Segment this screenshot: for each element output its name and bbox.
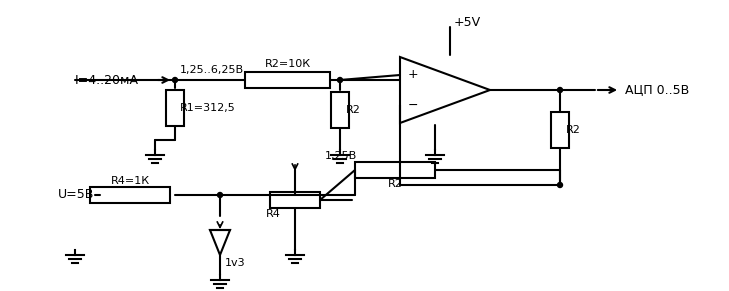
Text: R4=1К: R4=1К [110, 176, 149, 186]
Text: −: − [408, 98, 418, 111]
Bar [270, 192, 320, 208]
Text: R2: R2 [388, 179, 402, 189]
Circle shape [217, 193, 222, 198]
Text: 1,25В: 1,25В [325, 151, 357, 161]
Circle shape [558, 182, 563, 187]
Circle shape [558, 88, 563, 93]
Bar [355, 162, 435, 178]
Polygon shape [400, 57, 490, 123]
Circle shape [292, 193, 297, 198]
Text: R1=312,5: R1=312,5 [180, 103, 235, 113]
Text: 1,25..6,25В: 1,25..6,25В [180, 65, 244, 75]
Text: 1v3: 1v3 [225, 258, 246, 268]
Text: R2=10К: R2=10К [265, 59, 311, 69]
Polygon shape [210, 230, 230, 255]
Text: +5V: +5V [454, 15, 481, 29]
Text: I=4..20мА: I=4..20мА [75, 74, 139, 86]
Text: R4: R4 [265, 209, 281, 219]
Text: U=5В: U=5В [58, 189, 94, 201]
Text: R2: R2 [566, 125, 581, 135]
Bar [331, 92, 349, 128]
Text: R2: R2 [346, 105, 361, 115]
Bar [90, 187, 170, 203]
Circle shape [173, 77, 177, 83]
Bar [245, 72, 330, 88]
Circle shape [338, 77, 343, 83]
Circle shape [98, 193, 103, 198]
Text: +: + [408, 68, 418, 81]
Bar [166, 90, 184, 126]
Bar [551, 112, 569, 148]
Text: АЦП 0..5В: АЦП 0..5В [625, 84, 689, 97]
